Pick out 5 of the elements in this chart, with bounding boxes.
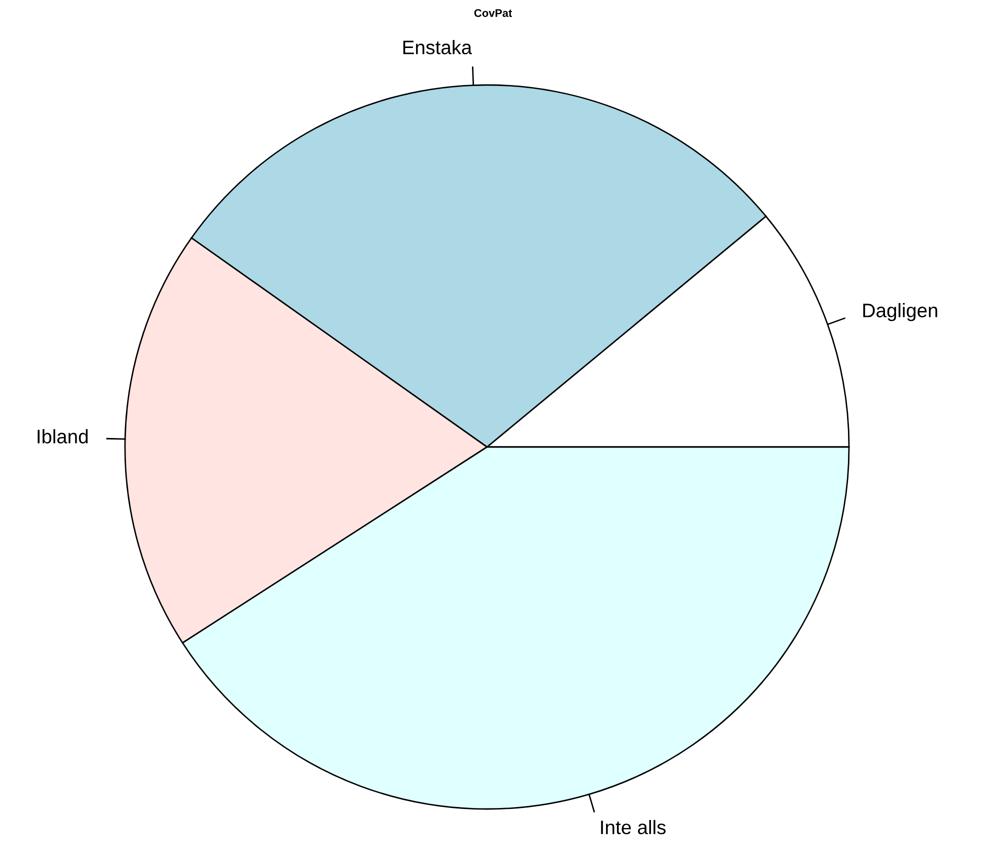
slice-label: Dagligen [863, 303, 938, 322]
slice-label: Inte alls [601, 820, 666, 834]
chart-title: CovPat [474, 9, 512, 17]
slice-label: Enstaka [403, 40, 472, 54]
slice-label: Ibland [38, 429, 88, 444]
